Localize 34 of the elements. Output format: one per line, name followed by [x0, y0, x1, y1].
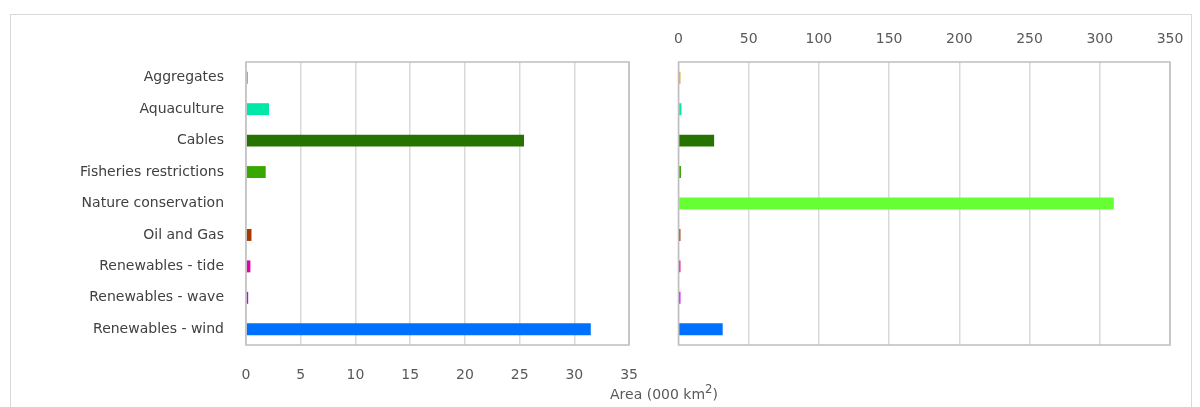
bar	[246, 323, 591, 336]
x-axis-title: Area (000 km$^{2}$)	[609, 382, 719, 402]
x-tick-label: 250	[1016, 30, 1043, 47]
x-tick-label: 35	[620, 366, 639, 383]
y-tick-label: Aggregates	[143, 68, 224, 85]
x-tick-label: 50	[739, 30, 758, 47]
y-tick-label: Renewables - tide	[99, 257, 224, 274]
y-tick-label: Cables	[176, 131, 224, 148]
x-tick-label: 150	[875, 30, 903, 47]
y-tick-label: Renewables - wave	[89, 288, 224, 305]
y-tick-label: Aquaculture	[139, 99, 224, 116]
bar	[246, 103, 269, 116]
x-tick-label: 15	[401, 366, 420, 383]
y-tick-label: Oil and Gas	[143, 225, 224, 242]
y-tick-label: Fisheries restrictions	[79, 162, 224, 179]
y-tick-label: Renewables - wind	[93, 319, 224, 336]
x-tick-label: 100	[805, 30, 833, 47]
x-tick-label: 10	[346, 366, 365, 383]
x-tick-label: 300	[1086, 30, 1114, 47]
x-tick-label: 0	[241, 366, 251, 383]
x-tick-label: 25	[510, 366, 529, 383]
bar	[679, 197, 1114, 210]
x-tick-label: 5	[296, 366, 306, 383]
x-tick-label: 30	[565, 366, 584, 383]
bar	[679, 323, 723, 336]
x-tick-label: 350	[1156, 30, 1184, 47]
y-tick-label: Nature conservation	[81, 194, 224, 211]
bar	[679, 134, 715, 147]
bar	[679, 103, 682, 116]
x-tick-label: 200	[945, 30, 973, 47]
x-tick-label: 0	[673, 30, 683, 47]
bar	[246, 166, 266, 179]
bar	[246, 134, 525, 147]
x-tick-label: 20	[456, 366, 474, 383]
